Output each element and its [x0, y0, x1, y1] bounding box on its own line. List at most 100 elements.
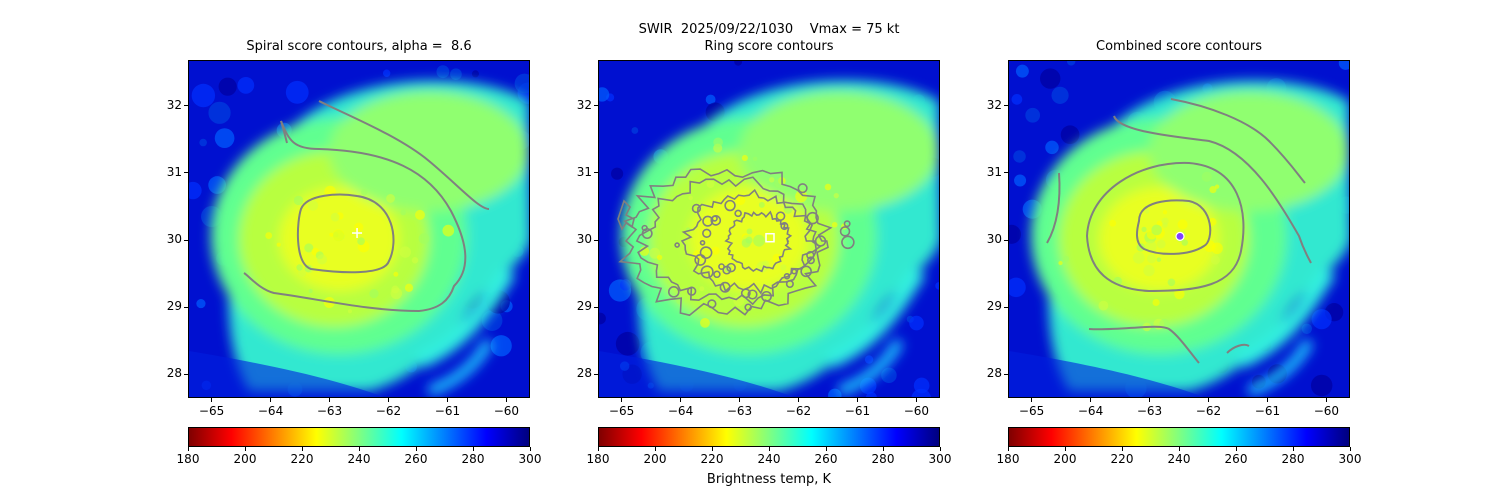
y-tick-label: 32 — [166, 97, 182, 112]
colorbar-tick-label: 240 — [347, 452, 371, 466]
colorbar-tick-label: 220 — [700, 452, 724, 466]
y-tick-mark — [184, 172, 188, 174]
colorbar-tick-label: 200 — [233, 452, 257, 466]
colorbar-tick-mark — [1064, 447, 1066, 451]
colorbar-tick-label: 180 — [176, 452, 200, 466]
y-tick-label: 31 — [166, 164, 182, 179]
y-tick-label: 29 — [576, 299, 592, 314]
y-tick-mark — [594, 172, 598, 174]
x-tick-label: −63 — [316, 404, 343, 418]
y-tick-label: 29 — [166, 299, 182, 314]
x-tick-mark — [797, 398, 799, 402]
colorbar-tick-label: 300 — [518, 452, 542, 466]
y-tick-mark — [184, 105, 188, 107]
colorbar-tick-label: 300 — [928, 452, 952, 466]
x-tick-label: −62 — [375, 404, 402, 418]
y-tick-label: 31 — [986, 164, 1002, 179]
x-tick-mark — [1149, 398, 1151, 402]
colorbar-tick-mark — [358, 447, 360, 451]
colorbar-tick-label: 180 — [996, 452, 1020, 466]
contour-lines — [1046, 98, 1312, 364]
colorbar-tick-label: 260 — [814, 452, 838, 466]
combined-plot-area — [1008, 60, 1350, 398]
x-tick-label: −63 — [726, 404, 753, 418]
x-tick-label: −64 — [667, 404, 694, 418]
colorbar-tick-mark — [187, 447, 189, 451]
x-tick-label: −60 — [903, 404, 930, 418]
x-tick-mark — [739, 398, 741, 402]
colorbar-tick-mark — [1007, 447, 1009, 451]
x-tick-mark — [329, 398, 331, 402]
y-tick-label: 28 — [576, 366, 592, 381]
spiral-brightness-field — [189, 61, 529, 397]
combined-brightness-field — [1009, 61, 1349, 397]
y-tick-label: 29 — [986, 299, 1002, 314]
x-tick-mark — [446, 398, 448, 402]
colorbar-tick-mark — [472, 447, 474, 451]
x-tick-label: −64 — [1077, 404, 1104, 418]
colorbar-tick-mark — [939, 447, 941, 451]
colorbar-tick-mark — [1178, 447, 1180, 451]
y-tick-mark — [1004, 172, 1008, 174]
x-tick-label: −65 — [198, 404, 225, 418]
y-tick-label: 28 — [166, 366, 182, 381]
colorbar-tick-mark — [597, 447, 599, 451]
colorbar-tick-mark — [244, 447, 246, 451]
colorbar-tick-label: 220 — [1110, 452, 1134, 466]
colorbar-tick-mark — [1349, 447, 1351, 451]
colorbar-tick-label: 300 — [1338, 452, 1362, 466]
x-tick-label: −60 — [493, 404, 520, 418]
ring-plot-area — [598, 60, 940, 398]
y-tick-label: 32 — [576, 97, 592, 112]
x-tick-label: −63 — [1136, 404, 1163, 418]
y-tick-mark — [184, 239, 188, 241]
colorbar-tick-mark — [768, 447, 770, 451]
y-tick-mark — [594, 306, 598, 308]
x-tick-mark — [387, 398, 389, 402]
colorbar-tick-label: 200 — [643, 452, 667, 466]
x-tick-mark — [1031, 398, 1033, 402]
y-tick-label: 32 — [986, 97, 1002, 112]
colorbar-tick-label: 240 — [757, 452, 781, 466]
colorbar-tick-label: 260 — [404, 452, 428, 466]
center-marker — [352, 228, 363, 239]
colorbar-tick-mark — [654, 447, 656, 451]
x-tick-label: −64 — [257, 404, 284, 418]
colorbar-tick-label: 260 — [1224, 452, 1248, 466]
colorbar-label: Brightness temp, K — [706, 472, 832, 487]
colorbar-tick-mark — [711, 447, 713, 451]
y-tick-mark — [1004, 373, 1008, 375]
y-tick-mark — [594, 373, 598, 375]
colorbar-tick-label: 220 — [290, 452, 314, 466]
x-tick-mark — [1325, 398, 1327, 402]
x-tick-label: −65 — [608, 404, 635, 418]
contour-lines — [617, 168, 855, 317]
contour-lines — [243, 100, 490, 313]
y-tick-mark — [594, 239, 598, 241]
x-tick-mark — [1090, 398, 1092, 402]
spiral-plot-area — [188, 60, 530, 398]
x-tick-mark — [915, 398, 917, 402]
y-tick-label: 30 — [986, 232, 1002, 247]
colorbar-tick-label: 200 — [1053, 452, 1077, 466]
x-tick-mark — [211, 398, 213, 402]
center-marker — [1175, 231, 1185, 241]
x-tick-mark — [270, 398, 272, 402]
y-tick-mark — [1004, 306, 1008, 308]
center-marker — [765, 232, 775, 243]
x-tick-mark — [1207, 398, 1209, 402]
y-tick-label: 31 — [576, 164, 592, 179]
x-tick-mark — [856, 398, 858, 402]
combined-colorbar — [1008, 427, 1350, 447]
x-tick-mark — [505, 398, 507, 402]
figure-suptitle: SWIR 2025/09/22/1030 Vmax = 75 kt — [638, 22, 900, 37]
colorbar-tick-mark — [1292, 447, 1294, 451]
ring-brightness-field — [599, 61, 939, 397]
colorbar-tick-label: 280 — [871, 452, 895, 466]
colorbar-tick-label: 280 — [461, 452, 485, 466]
x-tick-label: −61 — [434, 404, 461, 418]
y-tick-mark — [184, 373, 188, 375]
y-tick-mark — [1004, 239, 1008, 241]
spiral-colorbar — [188, 427, 530, 447]
x-tick-mark — [680, 398, 682, 402]
